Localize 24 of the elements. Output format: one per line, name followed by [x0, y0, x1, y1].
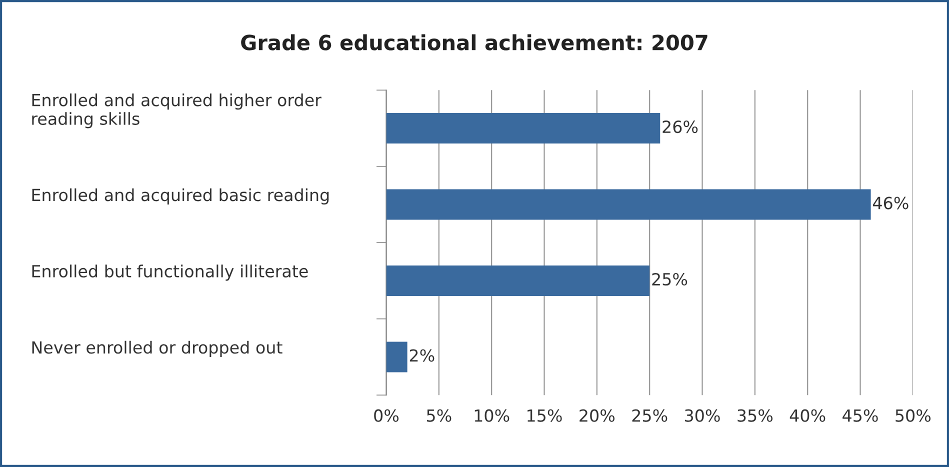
x-tick-label: 35%: [738, 409, 773, 422]
y-tick-label: Never enrolled or dropped out: [32, 340, 282, 357]
x-tick-label: 15%: [528, 409, 562, 422]
chart-title: Grade 6 educational achievement: 2007: [241, 34, 708, 50]
x-tick-label: 10%: [474, 409, 510, 422]
data-label: 46%: [873, 196, 908, 210]
data-label: 2%: [410, 349, 434, 362]
y-tick-label: Enrolled but functionally illiterate: [32, 264, 308, 281]
data-label: 25%: [652, 272, 688, 286]
bar: [386, 342, 408, 372]
bar: [386, 189, 871, 220]
x-tick-label: 45%: [842, 409, 878, 422]
x-tick-label: 50%: [896, 409, 931, 422]
y-tick-label: Enrolled and acquired higher order reading skills: [32, 93, 322, 128]
bar: [386, 113, 660, 144]
data-label: 26%: [662, 120, 698, 134]
x-tick-label: 20%: [580, 409, 615, 422]
y-tick-label: Enrolled and acquired basic reading: [32, 188, 329, 204]
x-tick-label: 25%: [632, 409, 668, 422]
x-tick-label: 5%: [426, 409, 452, 422]
bar: [386, 265, 650, 296]
x-tick-label: 40%: [790, 409, 826, 422]
x-tick-label: 30%: [685, 409, 720, 422]
x-tick-label: 0%: [374, 409, 399, 422]
